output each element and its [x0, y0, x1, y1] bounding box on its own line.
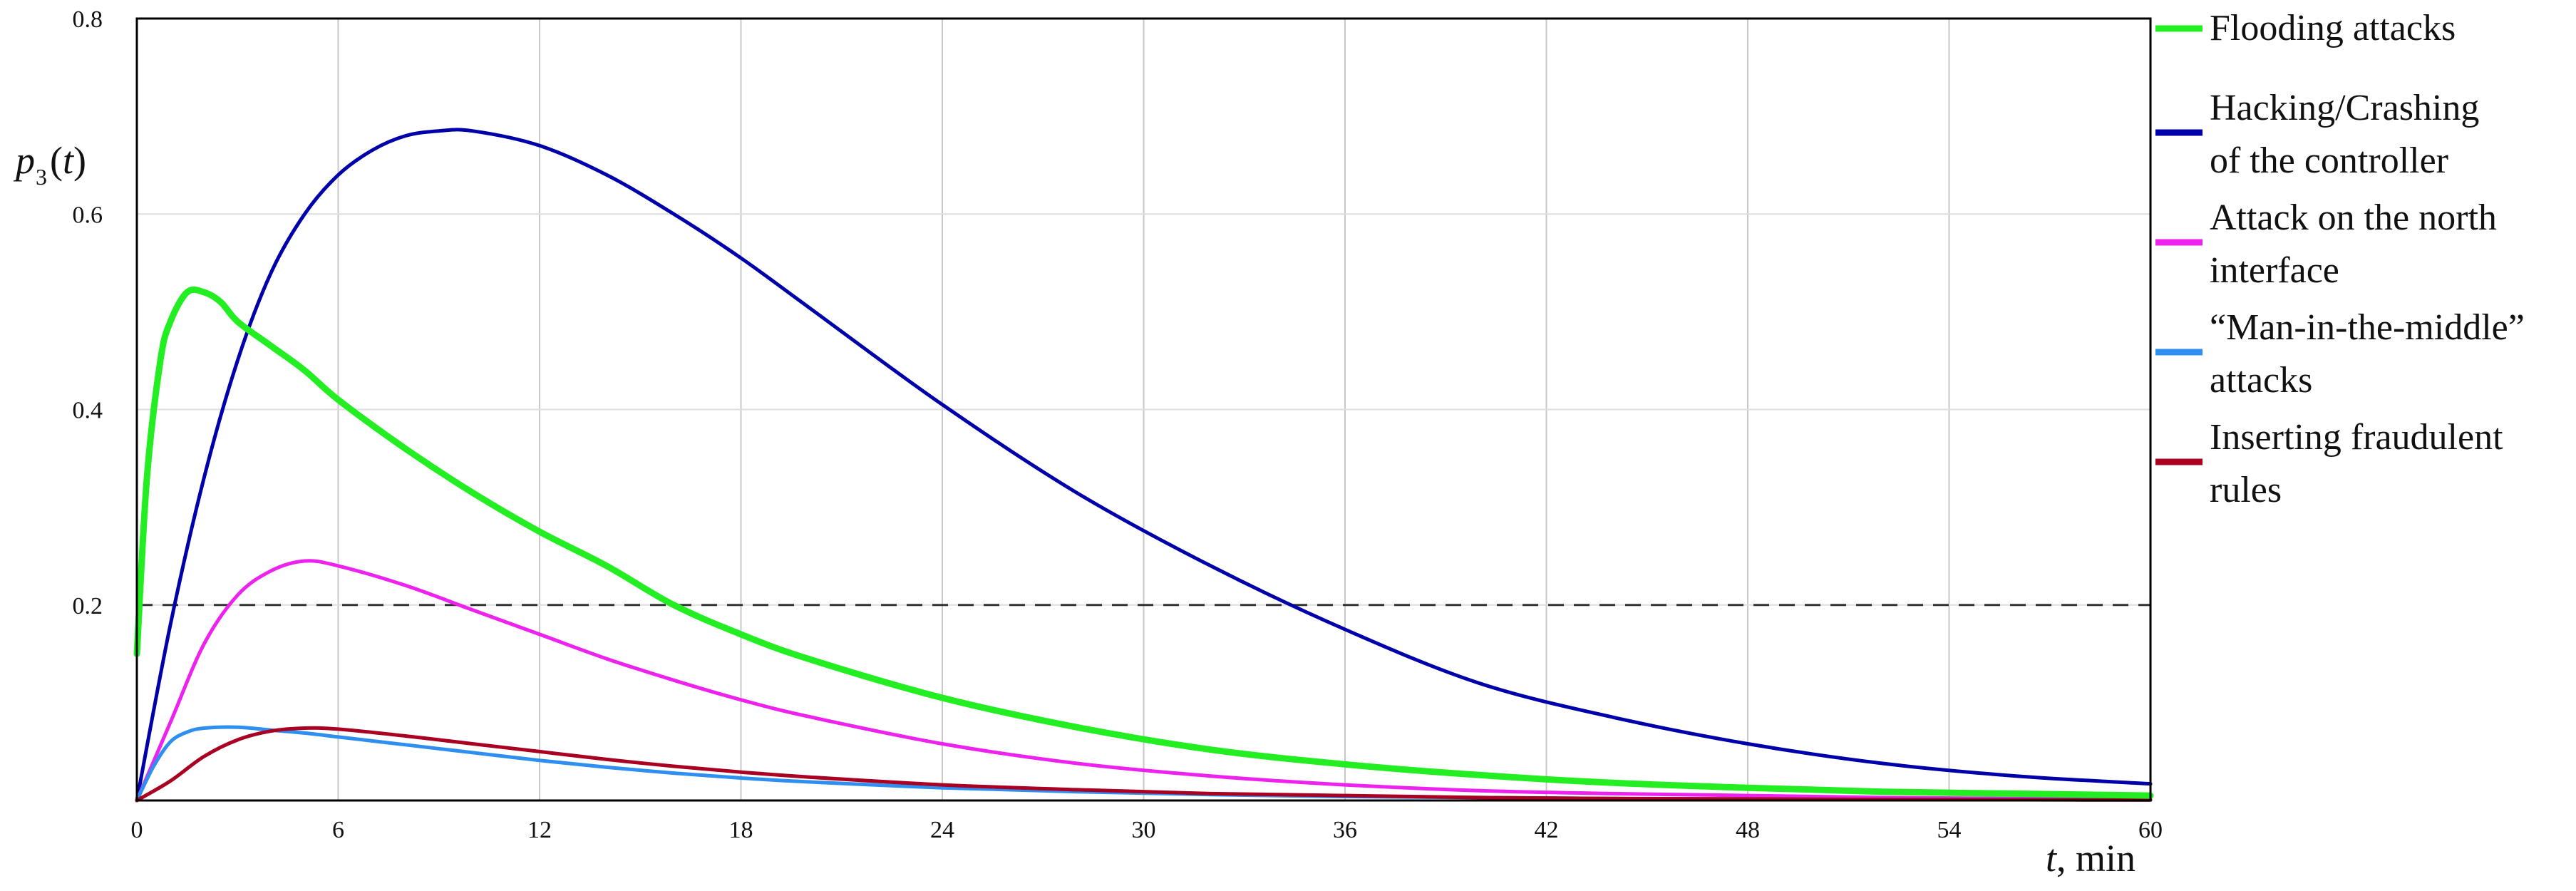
- series-line-inserting-fraudulent-rules: [135, 726, 2153, 803]
- series-line-flooding-attacks: [133, 286, 2154, 799]
- x-tick-label: 24: [930, 817, 954, 843]
- legend-label-flooding-attacks: Flooding attacks: [2210, 8, 2456, 48]
- y-tick-label: 0.8: [73, 6, 103, 33]
- x-tick-label: 30: [1132, 817, 1156, 843]
- plot-frame: [135, 17, 2152, 802]
- tick-labels: 0 6 12 18 24 30 36 42 48 54 60 0.2 0.4 0.6 0.8: [73, 6, 2163, 843]
- legend: Flooding attacks Hacking/Crashing of the c…: [2155, 8, 2525, 510]
- y-axis-label-arg: (t): [50, 139, 86, 182]
- y-axis-label-subscript: 3: [36, 164, 47, 190]
- x-tick-label: 12: [527, 817, 552, 843]
- series-lines: [133, 128, 2154, 803]
- x-tick-label: 42: [1535, 817, 1559, 843]
- x-tick-label: 6: [332, 817, 344, 843]
- x-tick-label: 60: [2138, 817, 2163, 843]
- y-axis-label-symbol: p: [13, 139, 35, 182]
- x-tick-label: 0: [131, 817, 143, 843]
- x-tick-label: 48: [1736, 817, 1760, 843]
- y-tick-label: 0.6: [73, 202, 103, 228]
- legend-label-hacking-crashing-of-the-controller: Hacking/Crashing of the controller: [2210, 88, 2479, 181]
- x-axis-label: t, min: [2046, 837, 2135, 880]
- legend-label-attack-on-the-north-interface: Attack on the north interface: [2210, 197, 2497, 291]
- series-line-hacking-crashing-of-the-controller: [135, 128, 2153, 803]
- x-tick-label: 18: [729, 817, 753, 843]
- y-tick-label: 0.2: [73, 593, 103, 619]
- y-tick-label: 0.4: [73, 398, 103, 424]
- series-line-attack-on-the-north-interface: [135, 559, 2153, 803]
- y-axis-label: p 3 (t): [13, 139, 86, 190]
- x-tick-label: 36: [1333, 817, 1357, 843]
- grid: [137, 19, 2150, 800]
- legend-label-inserting-fraudulent-rules: Inserting fraudulent rules: [2210, 417, 2503, 510]
- x-tick-label: 54: [1937, 817, 1962, 843]
- legend-label-man-in-the-middle-attacks: “Man-in-the-middle” attacks: [2210, 307, 2525, 401]
